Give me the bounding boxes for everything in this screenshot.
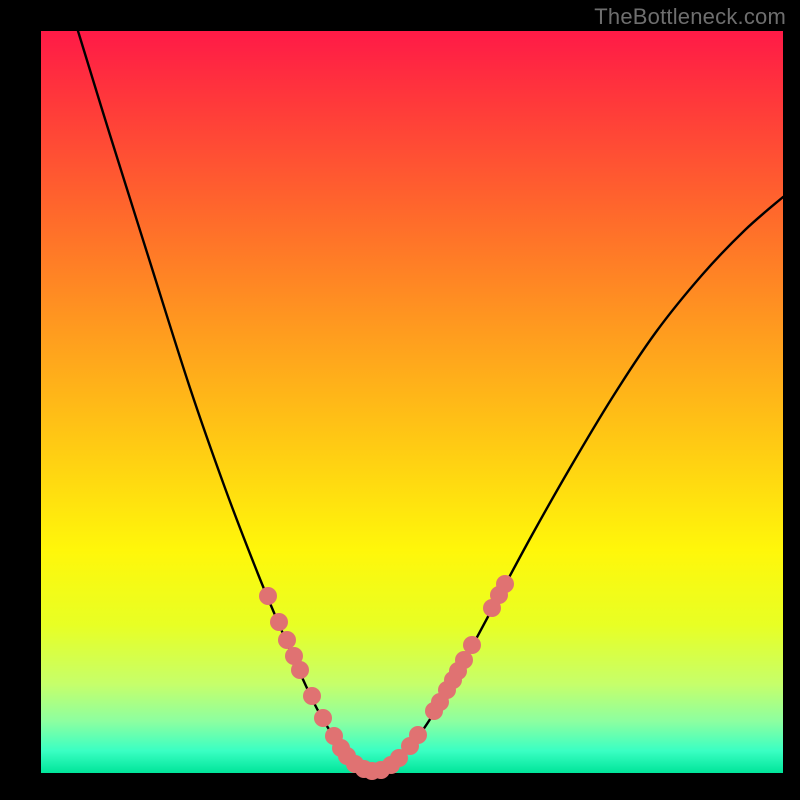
data-marker [303,687,321,705]
data-marker [291,661,309,679]
data-marker [409,726,427,744]
data-marker [278,631,296,649]
bottleneck-plot [0,0,800,800]
data-marker [259,587,277,605]
data-marker [496,575,514,593]
curve-left-branch [78,31,374,771]
watermark-label: TheBottleneck.com [594,4,786,30]
data-markers [259,575,514,780]
data-marker [314,709,332,727]
data-marker [463,636,481,654]
data-marker [270,613,288,631]
curve-right-branch [374,197,783,771]
